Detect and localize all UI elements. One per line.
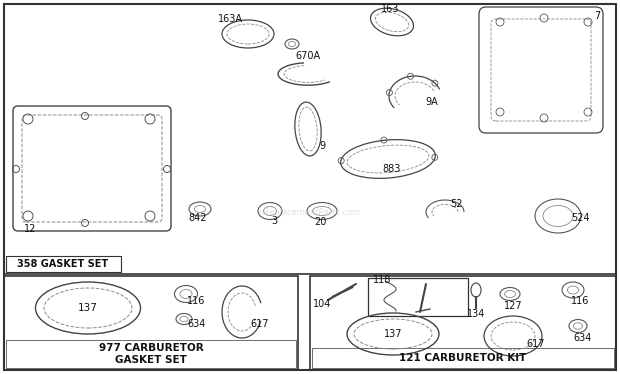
Text: 617: 617	[250, 319, 269, 329]
Text: 9: 9	[319, 141, 325, 151]
Text: 9A: 9A	[425, 97, 438, 107]
Text: 104: 104	[313, 299, 331, 309]
Text: 7: 7	[594, 11, 600, 21]
Text: 358 GASKET SET: 358 GASKET SET	[17, 259, 108, 269]
Text: 118: 118	[373, 275, 391, 285]
Text: 617: 617	[527, 339, 545, 349]
Bar	[4, 4, 616, 274]
Text: 670A: 670A	[296, 51, 321, 61]
Bar	[6, 256, 121, 272]
Text: 163A: 163A	[218, 14, 242, 24]
Text: 883: 883	[383, 164, 401, 174]
Text: 116: 116	[571, 296, 589, 306]
Text: 127: 127	[503, 301, 522, 311]
Bar	[310, 276, 616, 370]
Bar	[312, 348, 614, 368]
Text: 137: 137	[384, 329, 402, 339]
Text: 20: 20	[314, 217, 326, 227]
Text: eReplacementParts.com: eReplacementParts.com	[259, 208, 361, 217]
Text: 842: 842	[188, 213, 207, 223]
Bar	[4, 276, 298, 370]
Text: 524: 524	[572, 213, 590, 223]
Text: 977 CARBURETOR
GASKET SET: 977 CARBURETOR GASKET SET	[99, 343, 203, 365]
Text: 121 CARBURETOR KIT: 121 CARBURETOR KIT	[399, 353, 526, 363]
Text: 3: 3	[271, 216, 277, 226]
Text: 163: 163	[381, 4, 399, 14]
Text: 134: 134	[467, 309, 485, 319]
Text: 634: 634	[574, 333, 592, 343]
Text: 137: 137	[78, 303, 98, 313]
Text: 52: 52	[450, 199, 463, 209]
Bar	[368, 278, 468, 316]
Text: 116: 116	[187, 296, 205, 306]
Text: 12: 12	[24, 224, 36, 234]
Text: 634: 634	[188, 319, 206, 329]
Bar	[6, 340, 296, 368]
